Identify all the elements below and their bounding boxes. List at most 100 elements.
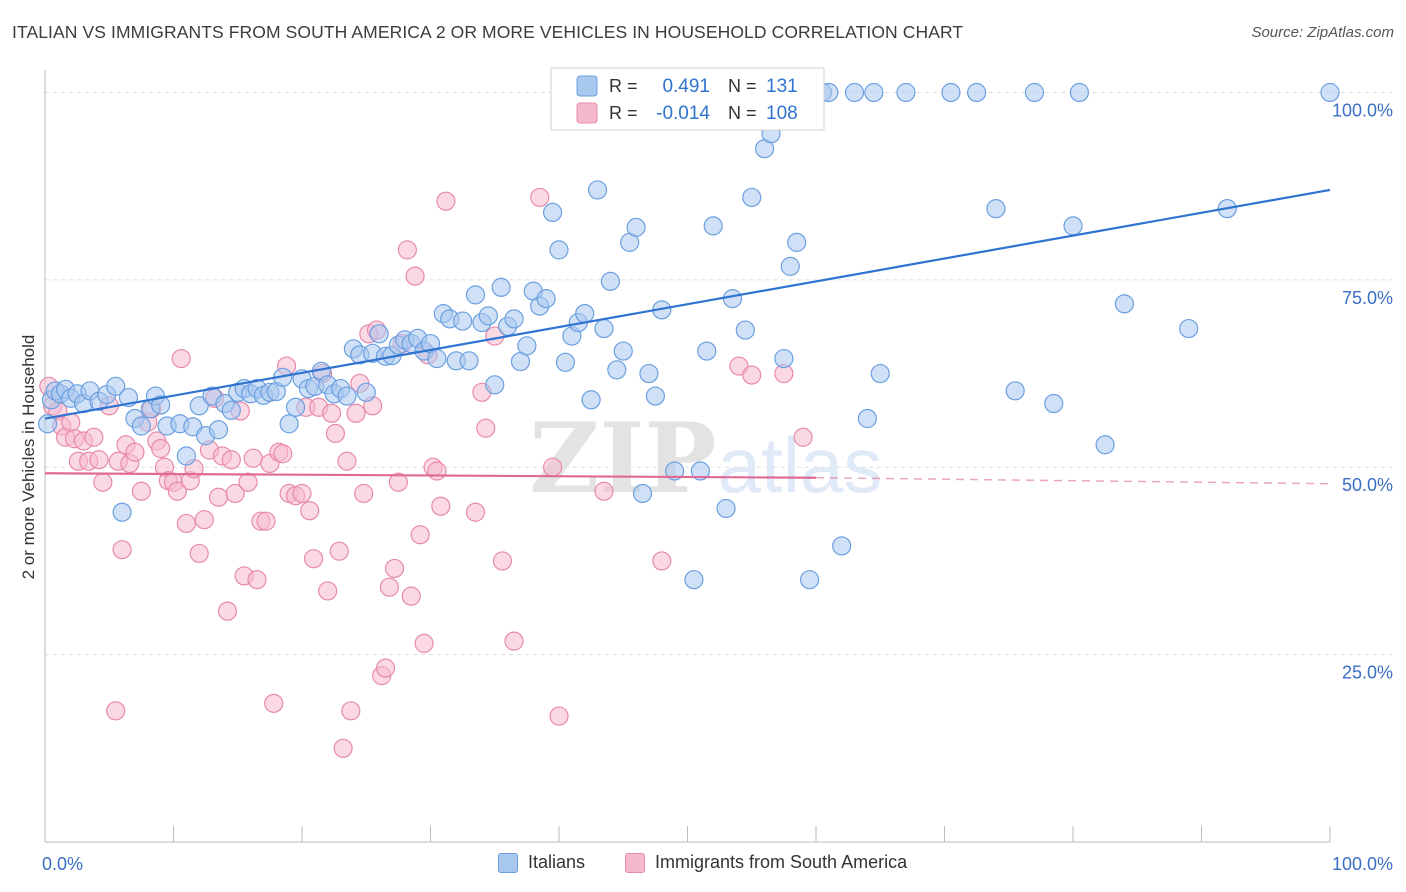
immigrants-point-79 (388, 472, 408, 492)
trend-line-italians (44, 188, 1331, 420)
italians-point-74 (517, 336, 537, 356)
italians-point-79 (549, 240, 569, 260)
immigrants-point-11 (89, 450, 109, 470)
italians-point-124 (1005, 381, 1025, 401)
legend-r-label-italians: R = (609, 76, 638, 96)
italians-point-49 (356, 382, 376, 402)
y-tick-label-0: 25.0% (1342, 663, 1393, 683)
immigrants-point-28 (167, 481, 187, 501)
italians-point-93 (639, 363, 659, 384)
italians-point-133 (1320, 82, 1340, 103)
immigrants-point-76 (375, 658, 396, 678)
series-immigrants-points (39, 187, 813, 758)
immigrants-point-19 (125, 442, 145, 462)
x-tick-label-right: 100.0% (1332, 854, 1393, 874)
italians-point-51 (369, 324, 389, 344)
tick-labels: 25.0% 50.0% 75.0% 100.0% 0.0% 100.0% (42, 100, 1393, 874)
immigrants-point-34 (194, 510, 214, 530)
italians-point-28 (221, 400, 241, 420)
immigrants-point-44 (238, 472, 258, 492)
italians-point-105 (742, 187, 762, 208)
legend-n-value-italians: 131 (766, 76, 798, 97)
italians-point-112 (799, 570, 820, 590)
italians-point-70 (491, 277, 511, 297)
italians-point-118 (864, 82, 884, 103)
italians-point-66 (465, 285, 486, 305)
legend-n-label-immigrants: N = (728, 103, 757, 123)
immigrants-point-98 (542, 457, 563, 477)
italians-point-23 (189, 396, 209, 416)
immigrants-point-56 (292, 483, 312, 504)
legend-label-immigrants: Immigrants from South America (655, 852, 908, 872)
immigrants-point-14 (106, 701, 126, 721)
legend-swatch-immigrants (576, 102, 598, 124)
legend-item-italians[interactable]: Italians (498, 852, 585, 873)
italians-point-127 (1063, 216, 1083, 236)
immigrants-point-29 (171, 348, 191, 369)
italians-point-18 (151, 395, 171, 415)
italians-point-123 (986, 199, 1006, 219)
immigrants-point-64 (325, 423, 346, 444)
italians-point-116 (844, 82, 865, 103)
italians-point-72 (504, 309, 524, 329)
immigrants-point-69 (346, 403, 366, 423)
immigrants-point-58 (300, 501, 320, 521)
immigrants-point-93 (476, 418, 496, 438)
italians-point-0 (37, 414, 58, 434)
axes (44, 70, 1331, 843)
legend-n-value-immigrants: 108 (766, 103, 798, 124)
immigrants-point-52 (273, 444, 293, 464)
italians-point-88 (607, 360, 627, 380)
immigrants-point-104 (793, 427, 813, 447)
italians-point-60 (427, 348, 447, 369)
watermark-zip: ZIP (529, 402, 716, 515)
italians-point-84 (581, 390, 601, 410)
italians-point-126 (1044, 393, 1064, 414)
italians-point-68 (478, 306, 498, 326)
legend-item-immigrants[interactable]: Immigrants from South America (625, 852, 907, 873)
trend-line-immigrants (44, 472, 817, 479)
immigrants-point-96 (504, 631, 524, 651)
immigrants-point-83 (405, 266, 425, 286)
italians-point-78 (542, 202, 563, 223)
immigrants-point-97 (530, 187, 550, 208)
immigrants-point-40 (221, 450, 241, 470)
legend-r-value-immigrants: -0.014 (656, 103, 710, 124)
immigrants-point-10 (84, 427, 104, 447)
italians-point-103 (722, 289, 743, 309)
y-axis-label: 2 or more Vehicles in Household (19, 335, 38, 580)
italians-point-119 (870, 363, 890, 384)
italians-point-85 (587, 180, 608, 200)
italians-point-117 (857, 408, 878, 429)
italians-point-101 (703, 216, 723, 236)
legend-r-label-immigrants: R = (609, 103, 638, 123)
immigrants-point-30 (176, 513, 196, 534)
italians-point-129 (1095, 435, 1115, 455)
immigrants-point-66 (333, 738, 353, 758)
source-label: Source: ZipAtlas.com (1251, 24, 1394, 41)
immigrants-point-63 (321, 403, 342, 423)
italians-point-69 (485, 375, 505, 395)
watermark: ZIP atlas (529, 402, 882, 515)
italians-point-12 (112, 502, 132, 522)
immigrants-point-95 (492, 551, 513, 571)
italians-point-89 (613, 341, 633, 361)
italians-point-104 (735, 320, 755, 340)
italians-point-87 (600, 271, 621, 291)
immigrants-point-103 (742, 365, 762, 385)
y-tick-label-2: 75.0% (1342, 288, 1393, 308)
italians-point-15 (131, 416, 151, 436)
italians-point-109 (774, 348, 794, 369)
immigrants-point-67 (337, 451, 357, 471)
italians-point-86 (594, 318, 614, 339)
y-tick-label-3: 100.0% (1332, 100, 1393, 120)
italians-point-100 (697, 341, 717, 361)
italians-point-121 (941, 82, 961, 103)
immigrants-point-101 (652, 551, 672, 571)
immigrants-point-33 (189, 543, 209, 564)
italians-point-130 (1114, 294, 1135, 314)
italians-point-102 (716, 498, 736, 519)
italians-point-125 (1024, 82, 1045, 103)
immigrants-point-99 (549, 706, 569, 726)
